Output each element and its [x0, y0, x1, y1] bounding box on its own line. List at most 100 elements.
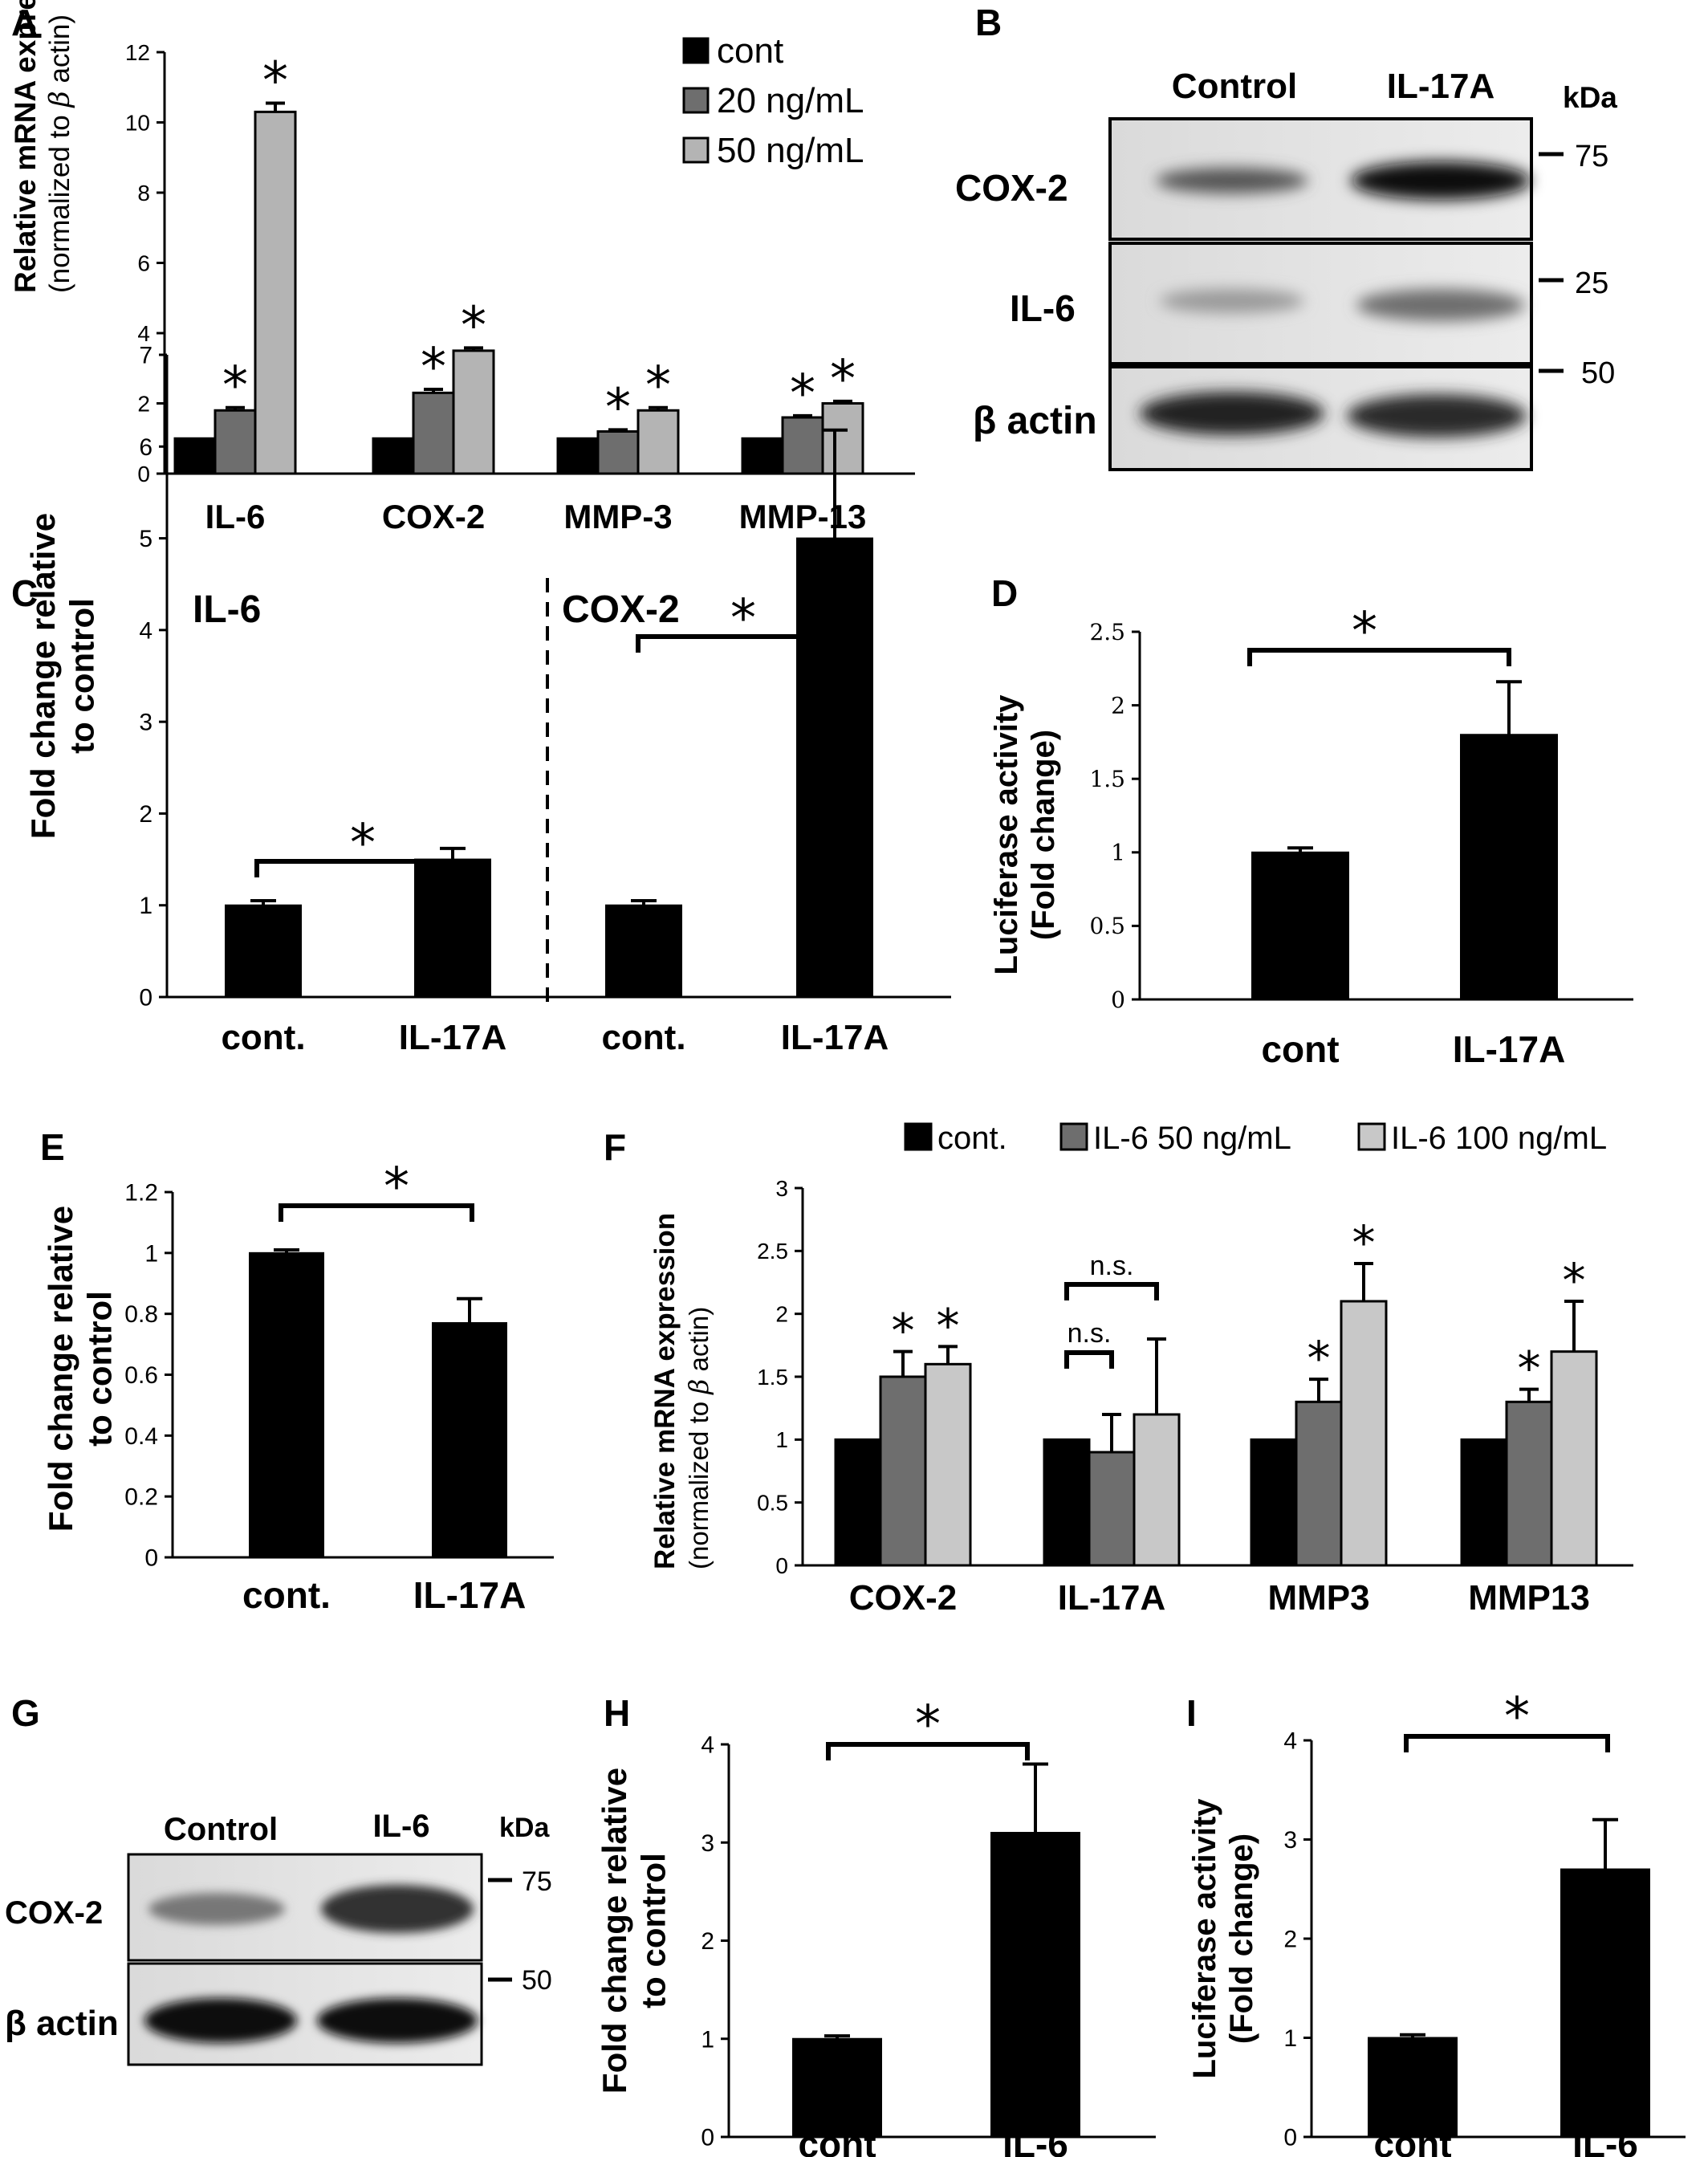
blot-g-col-il6: IL-6	[372, 1809, 429, 1844]
panel-d-bracket	[1247, 648, 1511, 666]
panel-c-y-tick-label: 0	[139, 985, 152, 1011]
blot-g-actin-band-il6	[317, 1998, 478, 2043]
panel-a-y-tick-label: 10	[125, 110, 150, 135]
panel-c-bar	[796, 537, 873, 998]
panel-e-ylabel-line: to control	[80, 1291, 118, 1447]
blot-b-il6-band-il17a	[1356, 289, 1525, 321]
panel-d-ylabel-line: Luciferase activity	[989, 694, 1024, 975]
panel-h-ylabel-line: Fold change relative	[596, 1768, 633, 2094]
panel-a-ylabel: Relative mRNA expression	[9, 0, 42, 293]
panel-f-category-label: IL-17A	[1058, 1578, 1165, 1618]
legend-a-label: 50 ng/mL	[717, 131, 864, 170]
panel-a-bar	[372, 437, 415, 475]
panel-c-star-il6: *	[350, 814, 376, 873]
panel-a-bar	[556, 437, 600, 475]
panel-c-y-tick-label: 1	[139, 893, 152, 919]
panel-e-category-label: cont.	[242, 1574, 331, 1616]
panel-label-a: A	[11, 2, 38, 43]
panel-label-e: E	[40, 1126, 65, 1168]
panel-a-star: *	[605, 378, 631, 438]
panel-a-star: *	[222, 356, 248, 416]
panel-a-star: *	[262, 51, 288, 111]
panel-label-d: D	[991, 572, 1018, 614]
panel-e-y-tick-label: 0	[144, 1545, 158, 1572]
panel-d-y-tick-label: 1	[1111, 840, 1125, 866]
panel-a-category-label: MMP-13	[739, 498, 867, 535]
panel-f-ns-label-outer: n.s.	[1090, 1251, 1134, 1281]
panel-h-star: *	[915, 1695, 941, 1755]
legend-f-swatch	[1059, 1122, 1088, 1151]
panel-f-y-tick-label: 0	[775, 1553, 788, 1578]
panel-f-ylabel: Relative mRNA expression	[649, 1213, 681, 1569]
blot-g-cox2-band-il6	[321, 1885, 474, 1933]
panel-label-g: G	[11, 1692, 40, 1734]
panel-e-star: *	[384, 1158, 409, 1217]
panel-a-y-axis-title: Relative mRNA expression (normalized to …	[9, 0, 76, 293]
panel-label-b: B	[975, 2, 1002, 43]
panel-f-bar	[1550, 1350, 1598, 1567]
blot-b-row-actin: β actin	[973, 400, 1097, 442]
blot-b-actin-band-control	[1140, 392, 1324, 435]
panel-i-star: *	[1504, 1687, 1530, 1747]
legend-f-swatch	[1357, 1122, 1386, 1151]
panel-d-star: *	[1352, 602, 1377, 661]
panel-a-bar	[452, 349, 495, 475]
panel-label-f: F	[604, 1126, 626, 1168]
panel-f-bar	[879, 1375, 927, 1567]
panel-c-y-tick-label: 7	[139, 343, 152, 369]
panel-c-category-label: cont.	[601, 1018, 685, 1057]
panel-a-category-label: COX-2	[382, 498, 485, 535]
panel-f-ylabel-normalized: (normalized to β actin)	[683, 1307, 714, 1569]
panel-a-category-label: IL-6	[205, 498, 266, 535]
blot-b-col-control: Control	[1172, 67, 1297, 106]
panel-f-bar	[1340, 1300, 1388, 1567]
legend-a-swatch	[682, 87, 710, 114]
panel-f-bar	[924, 1362, 972, 1567]
legend-f-swatch	[904, 1122, 933, 1151]
legend-f-label: IL-6 50 ng/mL	[1093, 1121, 1291, 1156]
blot-b-actin-band-il17a	[1347, 394, 1527, 438]
blot-g-marker-50: 50	[522, 1965, 552, 1996]
blot-g-row-actin: β actin	[5, 2004, 119, 2043]
panel-d-ylabel: Luciferase activity (Fold change)	[989, 694, 1061, 975]
panel-d-category-label: IL-17A	[1453, 1028, 1566, 1070]
panel-c-star-cox2: *	[730, 589, 756, 649]
panel-a-bar	[741, 437, 784, 475]
panel-f-bar	[1088, 1451, 1136, 1567]
panel-a-y-tick-label: 4	[137, 321, 150, 346]
panel-d-ylabel-line: (Fold change)	[1026, 730, 1061, 940]
panel-h-y-tick-label: 0	[701, 2125, 714, 2151]
panel-f-y-tick-label: 2	[775, 1301, 788, 1326]
panel-c-y-tick-label: 3	[139, 710, 152, 736]
panel-e-ylabel-line: Fold change relative	[42, 1206, 79, 1532]
panel-i-bar	[1368, 2037, 1458, 2138]
panel-f-bar	[1295, 1400, 1343, 1567]
panel-e-y-tick-label: 0.4	[124, 1423, 158, 1450]
blot-b-marker-75: 75	[1575, 140, 1608, 173]
panel-i-category-label: cont	[1373, 2123, 1451, 2157]
panel-i-y-tick-label: 4	[1283, 1728, 1297, 1755]
blot-g-cox2-band-control	[148, 1893, 285, 1925]
panel-h-ylabel: Fold change relative to control	[596, 1768, 672, 2094]
panel-a-bar	[173, 437, 217, 475]
panel-h-bracket	[826, 1742, 1030, 1760]
panel-d-y-tick-label: 2.5	[1089, 619, 1125, 645]
panel-a-star: *	[645, 356, 671, 416]
panel-f-bar	[1460, 1438, 1508, 1567]
panel-i-ylabel: Luciferase activity (Fold change)	[1187, 1798, 1259, 2079]
panel-f-category-label: MMP3	[1267, 1578, 1369, 1618]
western-blot-g: Control IL-6 kDa COX-2 β actin 75 50	[5, 1809, 552, 2066]
panel-c-ylabel-line: Fold change relative	[24, 513, 62, 839]
panel-f-star: *	[1563, 1253, 1586, 1308]
panel-h-y-tick-label: 1	[701, 2026, 714, 2053]
panel-a-bar	[781, 416, 824, 475]
panel-e-bar	[249, 1251, 324, 1559]
panel-c-ylabel: Fold change relative to control	[24, 513, 100, 839]
blot-g-marker-75: 75	[522, 1866, 552, 1897]
blot-b-marker-50: 50	[1581, 356, 1615, 390]
blot-b-row-cox2: COX-2	[955, 167, 1068, 209]
panel-h-bar	[990, 1832, 1080, 2138]
panel-c-category-label: IL-17A	[399, 1018, 506, 1057]
panel-a-bar	[412, 391, 455, 475]
